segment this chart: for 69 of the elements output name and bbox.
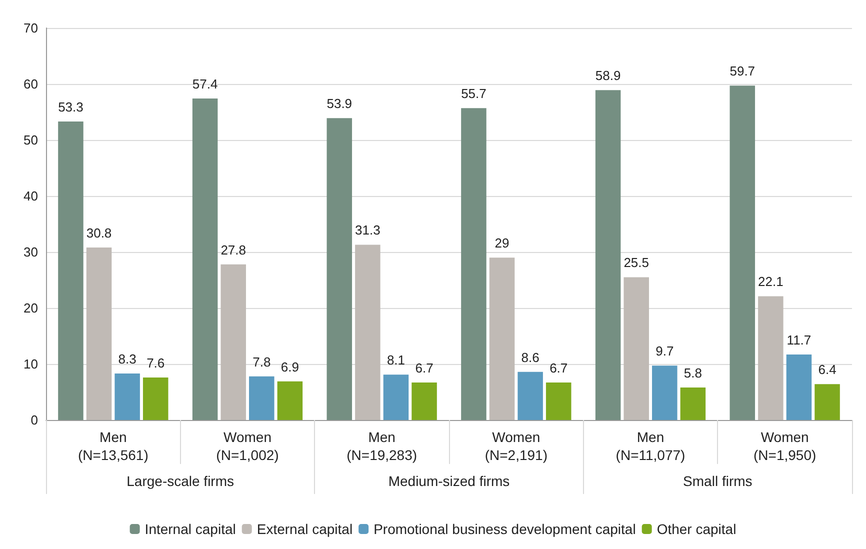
y-tick-label: 0 (30, 412, 38, 428)
x-tick-label: Men (N=13,561) (78, 429, 148, 463)
y-tick-label: 50 (24, 132, 38, 148)
data-label: 8.3 (118, 352, 136, 367)
text: Large-scale firms (126, 473, 234, 489)
bar (518, 372, 543, 420)
bar (412, 382, 437, 420)
bar (326, 118, 352, 420)
data-label: 5.8 (684, 366, 702, 381)
bar (86, 248, 112, 420)
data-label: 57.4 (192, 76, 218, 92)
y-tick-label: 20 (24, 300, 38, 316)
data-label: 6.7 (415, 360, 434, 376)
bar (220, 264, 246, 420)
bar (461, 108, 486, 420)
data-label: 55.7 (461, 86, 486, 102)
bar (489, 258, 515, 420)
bar (249, 376, 274, 420)
y-tick-label: 30 (24, 244, 38, 260)
x-tick-label: Men (N=19,283) (346, 429, 418, 463)
data-label: 53.9 (326, 96, 352, 112)
data-label: 11.7 (786, 332, 812, 348)
data-label: 8.6 (521, 350, 540, 365)
data-label: 7.6 (146, 355, 165, 370)
data-label: 59.7 (730, 64, 756, 79)
bar (814, 384, 840, 420)
bar (546, 382, 572, 420)
x-tick-label: Women (N=2,191) (484, 429, 548, 463)
bar (355, 244, 380, 420)
legend-label: External capital (256, 521, 353, 537)
data-label: 8.1 (386, 352, 406, 368)
data-label: 6.7 (550, 360, 568, 376)
bar (192, 98, 218, 420)
bar (383, 374, 409, 420)
text: Small firms (683, 473, 752, 489)
bar (277, 381, 303, 420)
bar (758, 296, 784, 420)
y-tick-label: 70 (24, 20, 38, 36)
bar (624, 277, 649, 420)
legend-label: Internal capital (144, 521, 236, 537)
y-tick-label: 10 (24, 356, 38, 372)
data-label: 29 (494, 236, 510, 251)
bar (652, 366, 678, 420)
data-label: 58.9 (595, 68, 621, 84)
data-label: 31.3 (355, 222, 380, 238)
data-label: 7.8 (252, 354, 271, 370)
x-tick-label: Men (N=11,077) (616, 429, 686, 463)
x-tick-label: Women (N=1,002) (216, 429, 279, 463)
data-label: 53.3 (58, 100, 84, 115)
legend-label: Promotional business development capital (374, 521, 636, 537)
bar (730, 86, 756, 420)
bar (142, 377, 168, 420)
y-tick-label: 40 (24, 188, 38, 204)
data-label: 22.1 (758, 274, 784, 290)
bar (58, 122, 84, 420)
data-label: 25.5 (624, 255, 650, 270)
data-label: 6.4 (818, 362, 836, 378)
legend-label: Other capital (656, 521, 736, 537)
text: Medium-sized firms (388, 473, 510, 489)
x-tick-label: Women (N=1,950) (754, 429, 816, 463)
bar (786, 354, 812, 420)
bar (595, 90, 621, 420)
bar (114, 374, 140, 420)
bar (680, 388, 706, 420)
y-tick-label: 60 (24, 76, 38, 92)
data-label: 6.9 (280, 359, 299, 374)
data-label: 30.8 (86, 226, 112, 241)
data-label: 9.7 (656, 344, 674, 359)
data-label: 27.8 (220, 242, 246, 258)
